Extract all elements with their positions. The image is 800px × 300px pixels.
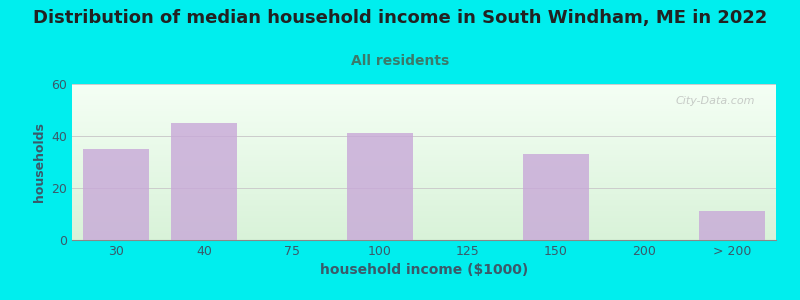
Text: City-Data.com: City-Data.com [675,97,755,106]
Text: Distribution of median household income in South Windham, ME in 2022: Distribution of median household income … [33,9,767,27]
Bar [347,134,413,240]
Bar [523,154,589,240]
Y-axis label: households: households [33,122,46,202]
Text: All residents: All residents [351,54,449,68]
Bar [171,123,237,240]
Bar [699,212,765,240]
Bar [83,149,149,240]
X-axis label: household income ($1000): household income ($1000) [320,263,528,278]
